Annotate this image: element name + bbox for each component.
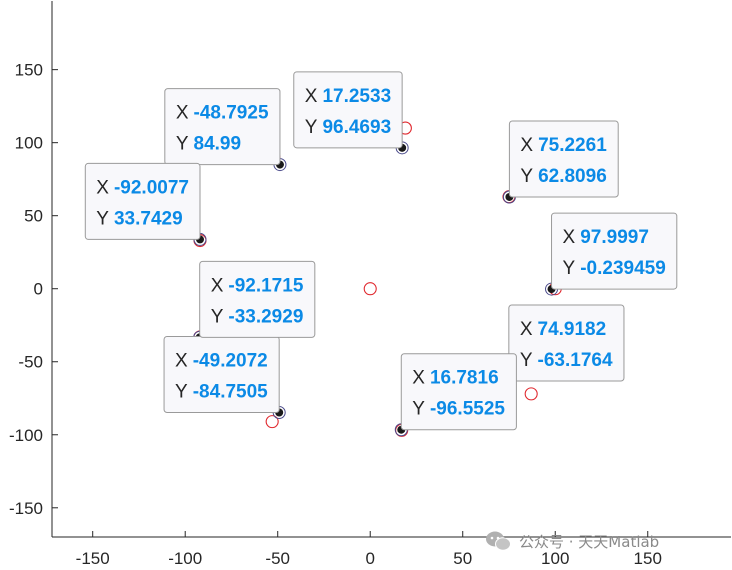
datatip-x-key: X — [412, 368, 425, 389]
datatip-x-value: -48.7925 — [194, 103, 269, 124]
datatip-y-value: 96.4693 — [322, 117, 391, 138]
datatip-box — [84, 162, 201, 240]
y-tick-label: -100 — [9, 426, 43, 445]
x-tick-label: 50 — [453, 549, 472, 568]
datatip-x-row: X 17.2533 — [305, 86, 391, 107]
watermark-text: 公众号 · 天天Matlab — [519, 533, 659, 551]
y-tick-label: 0 — [34, 280, 43, 299]
x-tick-label: 0 — [365, 549, 374, 568]
datatip-x-value: -92.1715 — [228, 275, 303, 296]
data-point-circle — [524, 387, 538, 401]
datatip-y-row: Y 62.8096 — [520, 166, 606, 187]
datatip-x-key: X — [96, 177, 109, 198]
datatip-x-row: X -49.2072 — [175, 350, 268, 371]
y-tick-label: 100 — [15, 134, 43, 153]
datatip-x-key: X — [175, 350, 188, 371]
datatip-x-key: X — [520, 319, 533, 340]
datatip-y-key: Y — [175, 381, 188, 402]
datatip-box — [199, 260, 316, 338]
datatip-y-value: 84.99 — [194, 134, 242, 155]
x-tick-label: -100 — [168, 549, 202, 568]
datatip-y-key: Y — [520, 350, 533, 371]
datatip-x-key: X — [520, 135, 533, 156]
datatip-x-row: X -48.7925 — [176, 103, 269, 124]
datatip-y-key: Y — [412, 399, 425, 420]
datatip-box — [164, 88, 281, 166]
watermark: 公众号 · 天天Matlab — [486, 531, 659, 551]
datatip-y-row: Y 33.7429 — [96, 208, 182, 229]
datatip-y-row: Y -63.1764 — [520, 350, 613, 371]
wechat-icon — [486, 531, 511, 551]
datatip-box — [508, 304, 625, 382]
datatip-y-key: Y — [520, 166, 533, 187]
datatip-y-value: -0.239459 — [580, 258, 666, 279]
datatip-y-value: -33.2929 — [228, 306, 303, 327]
datatip-y-value: 33.7429 — [114, 208, 183, 229]
datatip-x-key: X — [176, 103, 189, 124]
x-tick-label: 150 — [634, 549, 662, 568]
datatip-x-value: 75.2261 — [538, 135, 607, 156]
datatip-x-key: X — [563, 227, 576, 248]
datatip-x-value: 17.2533 — [322, 86, 391, 107]
datatip-y-value: -96.5525 — [430, 399, 505, 420]
y-tick-label: -150 — [9, 499, 43, 518]
datatip-y-value: -84.7505 — [193, 381, 268, 402]
datatip-y-key: Y — [211, 306, 224, 327]
datatip-y-key: Y — [305, 117, 318, 138]
datatip-x-key: X — [305, 86, 318, 107]
datatip-x-row: X 97.9997 — [563, 227, 649, 248]
datatip-x-key: X — [211, 275, 224, 296]
datatip-x-row: X -92.0077 — [96, 177, 189, 198]
datatip-x-row: X 75.2261 — [520, 135, 607, 156]
x-tick-label: 100 — [541, 549, 569, 568]
data-point-circle — [265, 415, 279, 429]
x-tick-label: -50 — [265, 549, 290, 568]
data-point-circle — [363, 282, 377, 296]
y-tick-label: 150 — [15, 61, 43, 80]
datatip-x-row: X 74.9182 — [520, 319, 606, 340]
datatip-x-value: -49.2072 — [193, 350, 268, 371]
y-tick-label: -50 — [18, 353, 43, 372]
datatip-y-row: Y -84.7505 — [175, 381, 268, 402]
datatip-y-row: Y -96.5525 — [412, 399, 505, 420]
datatip-y-row: Y -0.239459 — [563, 258, 666, 279]
datatip-box — [508, 120, 619, 198]
datatip-y-value: 62.8096 — [538, 166, 607, 187]
datatip-y-key: Y — [96, 208, 109, 229]
x-tick-label: -150 — [76, 549, 110, 568]
datatip-box — [400, 353, 517, 431]
datatip-x-value: 16.7816 — [430, 368, 499, 389]
datatip-y-row: Y 96.4693 — [305, 117, 391, 138]
datatip-y-row: Y -33.2929 — [211, 306, 304, 327]
datatip-x-row: X 16.7816 — [412, 368, 498, 389]
datatip-y-row: Y 84.99 — [176, 134, 241, 155]
datatip-x-value: 74.9182 — [538, 319, 607, 340]
datatip-box — [551, 212, 678, 290]
datatip-x-value: -92.0077 — [114, 177, 189, 198]
datatip-y-key: Y — [176, 134, 189, 155]
datatip-x-row: X -92.1715 — [211, 275, 304, 296]
y-tick-label: 50 — [24, 207, 43, 226]
datatip-y-key: Y — [563, 258, 576, 279]
axes: -150 -100 -50 0 50 100 150 150 100 50 0 -50 -100 -150 — [9, 1, 731, 568]
datatip-x-value: 97.9997 — [580, 227, 649, 248]
datatip-y-value: -63.1764 — [538, 350, 613, 371]
datatip-box — [293, 71, 403, 149]
